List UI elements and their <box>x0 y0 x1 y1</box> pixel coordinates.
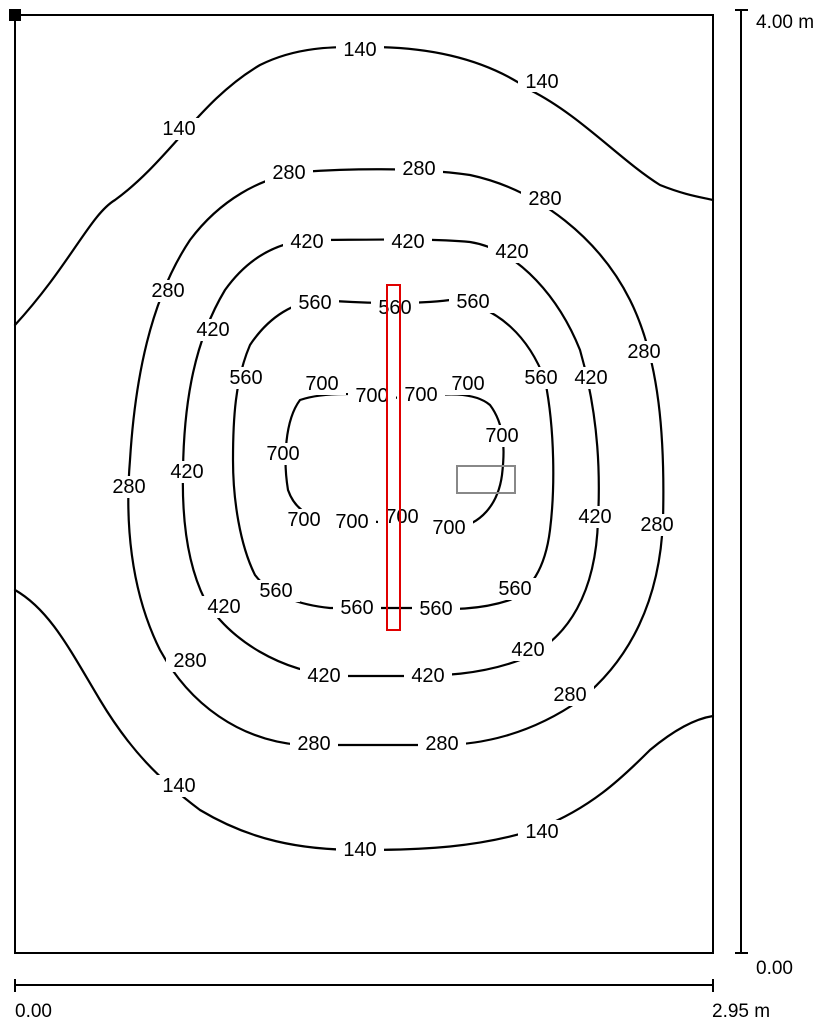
contour-label-560: 560 <box>229 367 262 389</box>
contour-label-420: 420 <box>411 665 444 687</box>
contour-label-560: 560 <box>340 597 373 619</box>
contour-labels: 140 140 140 140 140 140 280 280 280 280 … <box>105 38 681 861</box>
contour-label-700: 700 <box>451 373 484 395</box>
contour-label-280: 280 <box>402 158 435 180</box>
contour-560 <box>231 298 555 611</box>
contour-label-700: 700 <box>485 425 518 447</box>
contour-label-140: 140 <box>162 118 195 140</box>
contour-label-420: 420 <box>578 506 611 528</box>
contour-label-420: 420 <box>207 596 240 618</box>
width-start-label: 0.00 <box>15 1001 52 1022</box>
contour-label-420: 420 <box>170 461 203 483</box>
contour-label-280: 280 <box>627 341 660 363</box>
contour-label-420: 420 <box>307 665 340 687</box>
contour-420 <box>181 238 600 678</box>
contour-label-700: 700 <box>266 443 299 465</box>
width-end-label: 2.95 m <box>712 1001 770 1022</box>
contour-label-280: 280 <box>173 650 206 672</box>
contour-label-700: 700 <box>355 385 388 407</box>
contour-label-560: 560 <box>378 297 411 319</box>
contour-label-280: 280 <box>272 162 305 184</box>
contour-label-700: 700 <box>404 384 437 406</box>
contour-label-280: 280 <box>553 684 586 706</box>
contour-label-700: 700 <box>305 373 338 395</box>
contour-label-280: 280 <box>112 476 145 498</box>
contour-label-700: 700 <box>335 511 368 533</box>
contour-label-420: 420 <box>511 639 544 661</box>
contour-label-140: 140 <box>343 839 376 861</box>
height-end-label: 4.00 m <box>756 12 814 33</box>
contour-label-280: 280 <box>640 514 673 536</box>
contour-label-420: 420 <box>290 231 323 253</box>
contour-label-140: 140 <box>525 71 558 93</box>
origin-marker <box>9 9 21 21</box>
contour-140-top <box>13 45 715 327</box>
contour-140-bottom <box>13 588 715 852</box>
height-start-label: 0.00 <box>756 958 793 979</box>
contour-label-700: 700 <box>432 517 465 539</box>
contour-label-280: 280 <box>297 733 330 755</box>
contour-label-420: 420 <box>196 319 229 341</box>
room-boundary <box>14 14 714 954</box>
contour-label-560: 560 <box>298 292 331 314</box>
contour-label-140: 140 <box>162 775 195 797</box>
contour-label-420: 420 <box>495 241 528 263</box>
contour-label-700: 700 <box>385 506 418 528</box>
contour-label-280: 280 <box>425 733 458 755</box>
contour-label-420: 420 <box>391 231 424 253</box>
contour-label-560: 560 <box>259 580 292 602</box>
contour-label-700: 700 <box>287 509 320 531</box>
contour-label-420: 420 <box>574 367 607 389</box>
contour-280 <box>127 168 665 747</box>
contour-label-140: 140 <box>525 821 558 843</box>
contour-label-140: 140 <box>343 39 376 61</box>
contour-label-560: 560 <box>498 578 531 600</box>
contour-label-280: 280 <box>151 280 184 302</box>
luminaire-outline[interactable] <box>386 284 401 631</box>
calculation-object-outline[interactable] <box>456 465 516 494</box>
contour-label-560: 560 <box>524 367 557 389</box>
contour-label-280: 280 <box>528 188 561 210</box>
contour-label-560: 560 <box>419 598 452 620</box>
contour-label-560: 560 <box>456 291 489 313</box>
